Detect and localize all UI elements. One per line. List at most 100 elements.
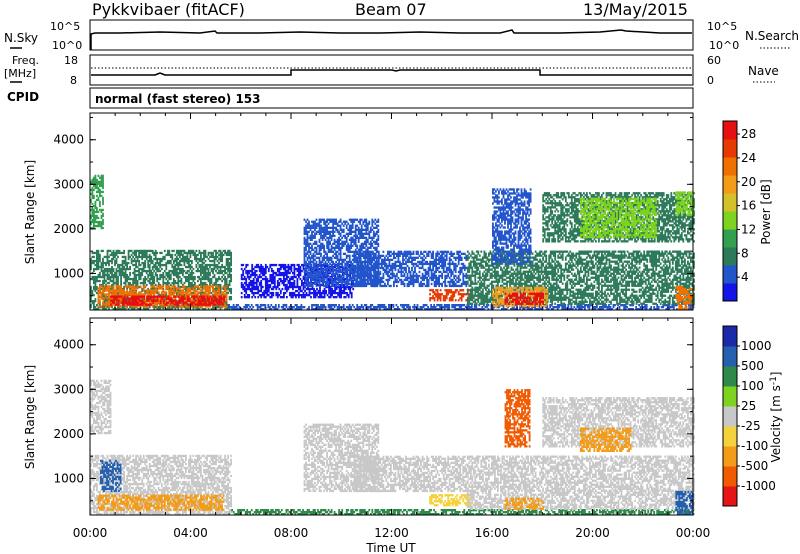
power-cell <box>156 279 159 283</box>
power-cell <box>97 301 100 304</box>
power-cell <box>103 279 106 283</box>
power-cell <box>110 303 112 306</box>
power-cell <box>126 305 128 308</box>
power-cell <box>168 259 171 263</box>
power-cell <box>174 289 177 293</box>
power-cell <box>115 277 118 281</box>
power-cell <box>163 275 166 279</box>
power-cell <box>360 274 363 278</box>
noise-right-tick-top: 10^5 <box>707 20 737 33</box>
power-cell <box>177 257 180 261</box>
power-cell <box>182 303 185 306</box>
power-cell <box>182 271 184 275</box>
power-cell <box>357 238 360 241</box>
power-cell <box>216 279 219 283</box>
power-cell <box>174 279 177 283</box>
power-cell <box>195 299 198 302</box>
power-cell <box>139 271 142 275</box>
power-cell <box>114 261 116 265</box>
power-cell <box>175 273 178 277</box>
power-cell <box>102 296 104 299</box>
power-cell <box>93 194 95 198</box>
power-cell <box>334 289 336 293</box>
power-cell <box>191 261 193 265</box>
power-cell <box>360 306 363 309</box>
power-cell <box>259 304 262 307</box>
power-cell <box>153 281 156 285</box>
power-cell <box>133 277 136 281</box>
power-cell <box>112 255 115 259</box>
power-cell <box>118 300 121 303</box>
power-cell <box>306 234 309 237</box>
power-cell <box>102 279 104 283</box>
power-cell <box>224 251 226 255</box>
power-cell <box>279 273 282 277</box>
power-cell <box>189 283 192 287</box>
power-cell <box>227 263 229 267</box>
power-cell <box>129 291 131 294</box>
power-cell <box>347 222 350 225</box>
power-cell <box>323 287 326 291</box>
power-cell <box>114 251 116 255</box>
power-cell <box>230 277 232 281</box>
power-cell <box>269 285 272 289</box>
power-cell <box>206 293 208 296</box>
power-cell <box>90 220 92 224</box>
power-cell <box>407 304 410 307</box>
power-cell <box>324 270 327 274</box>
power-cell <box>99 176 101 179</box>
power-cell <box>168 301 171 304</box>
power-cell <box>112 253 115 257</box>
power-cell <box>133 269 136 273</box>
power-cell <box>227 261 229 265</box>
power-cell <box>150 273 153 277</box>
power-cell <box>275 271 278 275</box>
power-cell <box>198 249 201 253</box>
power-cell <box>100 180 103 183</box>
power-cell <box>93 196 95 200</box>
power-cell <box>185 304 187 307</box>
power-cell <box>93 226 95 230</box>
power-cell <box>323 236 325 239</box>
power-cell <box>96 253 98 257</box>
power-cell <box>182 299 185 302</box>
power-cell <box>287 269 290 273</box>
power-cell <box>115 308 118 311</box>
power-cell <box>99 208 101 212</box>
power-cell <box>200 265 202 269</box>
power-cell <box>300 304 303 307</box>
power-cell <box>121 287 124 291</box>
power-cell <box>216 255 219 259</box>
power-cell <box>320 306 322 309</box>
power-cell <box>91 206 94 210</box>
power-cell <box>112 308 115 311</box>
power-cell <box>108 287 110 290</box>
power-cell <box>242 273 245 277</box>
power-cell <box>138 303 141 306</box>
power-cell <box>169 253 172 257</box>
power-cell <box>197 287 199 291</box>
power-cell <box>126 277 128 281</box>
power-cell <box>191 249 193 253</box>
power-cell <box>90 263 92 267</box>
power-cell <box>109 267 112 271</box>
power-cell <box>186 257 189 261</box>
power-cell <box>168 295 171 298</box>
power-cell <box>156 291 159 295</box>
power-cell <box>96 275 98 279</box>
power-cell <box>339 262 342 266</box>
power-cell <box>102 297 104 300</box>
power-cell <box>129 255 131 259</box>
power-cell <box>227 275 229 279</box>
power-cell <box>257 291 260 295</box>
power-cell <box>147 269 150 273</box>
power-cell <box>207 269 210 273</box>
power-cell <box>223 299 225 302</box>
power-cell <box>144 275 147 279</box>
power-cell <box>230 296 232 299</box>
power-cell <box>230 261 232 265</box>
power-cell <box>332 284 334 288</box>
power-cell <box>94 285 97 289</box>
power-cell <box>127 257 130 261</box>
power-cell <box>191 287 193 291</box>
